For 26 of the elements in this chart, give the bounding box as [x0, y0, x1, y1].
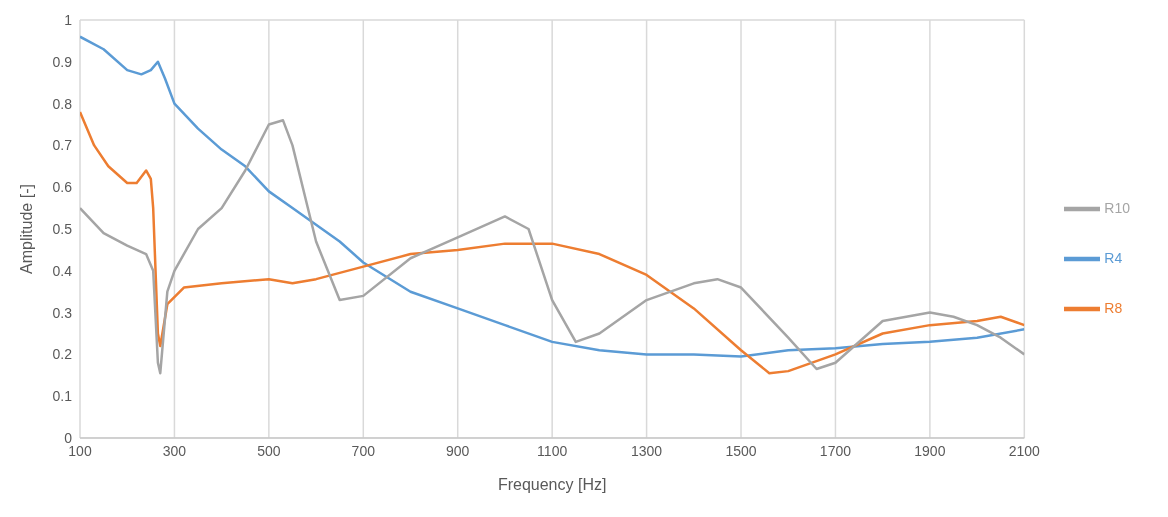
y-tick-label: 0.7 — [52, 137, 73, 154]
y-tick-label: 0.3 — [52, 304, 73, 321]
y-axis-title: Amplitude [-] — [17, 184, 35, 274]
x-axis-title: Frequency [Hz] — [497, 476, 607, 493]
x-tick-label: 500 — [257, 442, 281, 459]
y-tick-label: 0.9 — [52, 53, 73, 70]
line-series — [80, 35, 1025, 358]
y-tick-label: 1 — [64, 11, 73, 28]
y-tick-label: 0.5 — [52, 220, 73, 237]
legend-label: R10 — [1104, 200, 1130, 216]
legend-label: R8 — [1104, 300, 1123, 316]
legend-label: R4 — [1104, 250, 1123, 266]
x-tick-label: 2100 — [1008, 442, 1041, 459]
x-tick-label: 900 — [446, 442, 470, 459]
x-tick-label: 700 — [351, 442, 376, 459]
x-tick-label: 300 — [162, 442, 187, 459]
x-tick-label: 1300 — [631, 442, 663, 459]
x-tick-label: 1700 — [819, 442, 852, 459]
y-tick-label: 0.6 — [52, 179, 73, 196]
y-tick-label: 0.1 — [52, 388, 73, 405]
x-tick-label: 1100 — [537, 442, 568, 459]
y-tick-label: 0.4 — [52, 262, 73, 279]
x-tick-label: 1500 — [725, 442, 757, 459]
y-tick-label: 0.8 — [52, 95, 73, 112]
y-tick-label: 0.2 — [52, 346, 73, 363]
x-tick-label: 1900 — [914, 442, 946, 459]
